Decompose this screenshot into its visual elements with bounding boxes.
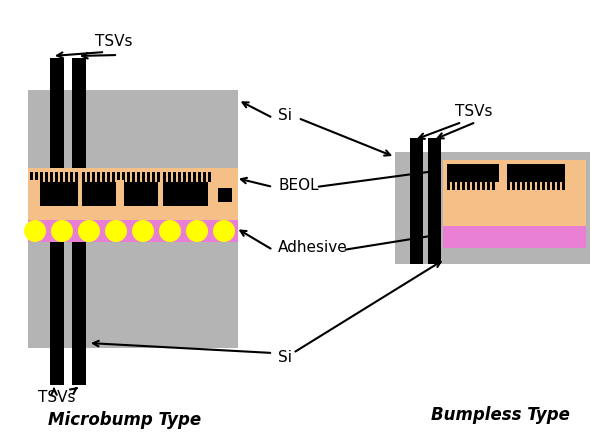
Bar: [168, 172, 171, 182]
Bar: [443, 226, 586, 248]
Text: TSVs: TSVs: [38, 391, 76, 406]
Bar: [428, 138, 441, 264]
Bar: [562, 180, 565, 190]
Bar: [487, 180, 490, 190]
Circle shape: [132, 220, 154, 242]
Circle shape: [213, 220, 235, 242]
Bar: [60, 172, 63, 182]
Text: TSVs: TSVs: [95, 35, 133, 49]
Bar: [116, 180, 124, 206]
Bar: [30, 180, 40, 206]
Text: Bumpless Type: Bumpless Type: [431, 406, 569, 424]
Bar: [457, 180, 460, 190]
Bar: [537, 180, 540, 190]
Bar: [183, 172, 186, 182]
Bar: [45, 172, 48, 182]
Bar: [30, 182, 78, 206]
Bar: [462, 180, 465, 190]
Bar: [142, 172, 145, 182]
Bar: [75, 172, 78, 182]
Bar: [208, 172, 211, 182]
Bar: [72, 58, 86, 385]
Circle shape: [105, 220, 127, 242]
Bar: [87, 172, 90, 182]
Bar: [157, 172, 160, 182]
Bar: [137, 172, 140, 182]
Bar: [132, 172, 135, 182]
Bar: [482, 180, 485, 190]
Bar: [452, 180, 455, 190]
Bar: [82, 182, 158, 206]
Bar: [92, 172, 95, 182]
Bar: [522, 180, 525, 190]
Bar: [28, 90, 238, 348]
Bar: [188, 172, 191, 182]
Bar: [447, 164, 499, 182]
Bar: [97, 172, 100, 182]
Circle shape: [24, 220, 46, 242]
Bar: [178, 172, 181, 182]
Bar: [152, 172, 155, 182]
Bar: [410, 138, 423, 264]
Bar: [50, 58, 64, 385]
Text: BEOL: BEOL: [278, 177, 319, 193]
Circle shape: [186, 220, 208, 242]
Bar: [443, 160, 586, 226]
Bar: [147, 172, 150, 182]
Bar: [28, 220, 238, 242]
Bar: [527, 180, 530, 190]
Bar: [163, 182, 208, 206]
Bar: [552, 180, 555, 190]
Bar: [447, 180, 450, 190]
Bar: [50, 172, 53, 182]
Bar: [477, 180, 480, 190]
Bar: [467, 180, 470, 190]
Bar: [107, 172, 110, 182]
Bar: [65, 172, 68, 182]
Bar: [507, 180, 510, 190]
Bar: [55, 172, 58, 182]
Bar: [173, 172, 176, 182]
Bar: [218, 188, 232, 202]
Bar: [82, 172, 85, 182]
Bar: [507, 164, 565, 182]
Bar: [35, 172, 38, 182]
Text: Microbump Type: Microbump Type: [49, 411, 202, 429]
Bar: [30, 172, 33, 182]
Bar: [127, 172, 130, 182]
Text: Si: Si: [278, 108, 292, 122]
Bar: [395, 152, 590, 264]
Circle shape: [51, 220, 73, 242]
Bar: [532, 180, 535, 190]
Bar: [472, 180, 475, 190]
Bar: [542, 180, 545, 190]
Bar: [122, 172, 125, 182]
Bar: [203, 172, 206, 182]
Bar: [70, 172, 73, 182]
Text: TSVs: TSVs: [455, 104, 493, 119]
Bar: [517, 180, 520, 190]
Text: Si: Si: [278, 350, 292, 365]
Bar: [163, 172, 166, 182]
Bar: [198, 172, 201, 182]
Circle shape: [159, 220, 181, 242]
Bar: [112, 172, 115, 182]
Bar: [557, 180, 560, 190]
Text: Adhesive: Adhesive: [278, 240, 348, 256]
Bar: [547, 180, 550, 190]
Bar: [512, 180, 515, 190]
Bar: [102, 172, 105, 182]
Circle shape: [78, 220, 100, 242]
Bar: [40, 172, 43, 182]
Bar: [117, 172, 120, 182]
Bar: [28, 168, 238, 220]
Bar: [193, 172, 196, 182]
Bar: [492, 180, 495, 190]
